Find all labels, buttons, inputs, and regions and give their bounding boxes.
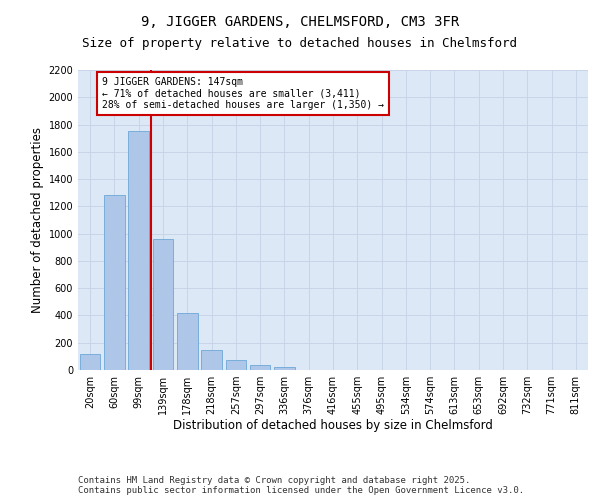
X-axis label: Distribution of detached houses by size in Chelmsford: Distribution of detached houses by size … — [173, 418, 493, 432]
Bar — [80, 354, 100, 370]
Bar — [201, 350, 222, 370]
Bar — [152, 239, 173, 370]
Bar — [274, 368, 295, 370]
Bar — [226, 360, 246, 370]
Bar — [104, 196, 125, 370]
Bar — [128, 132, 149, 370]
Text: 9 JIGGER GARDENS: 147sqm
← 71% of detached houses are smaller (3,411)
28% of sem: 9 JIGGER GARDENS: 147sqm ← 71% of detach… — [102, 77, 384, 110]
Bar — [177, 314, 197, 370]
Text: Size of property relative to detached houses in Chelmsford: Size of property relative to detached ho… — [83, 38, 517, 51]
Text: Contains HM Land Registry data © Crown copyright and database right 2025.
Contai: Contains HM Land Registry data © Crown c… — [78, 476, 524, 495]
Text: 9, JIGGER GARDENS, CHELMSFORD, CM3 3FR: 9, JIGGER GARDENS, CHELMSFORD, CM3 3FR — [141, 15, 459, 29]
Bar — [250, 365, 271, 370]
Y-axis label: Number of detached properties: Number of detached properties — [31, 127, 44, 313]
